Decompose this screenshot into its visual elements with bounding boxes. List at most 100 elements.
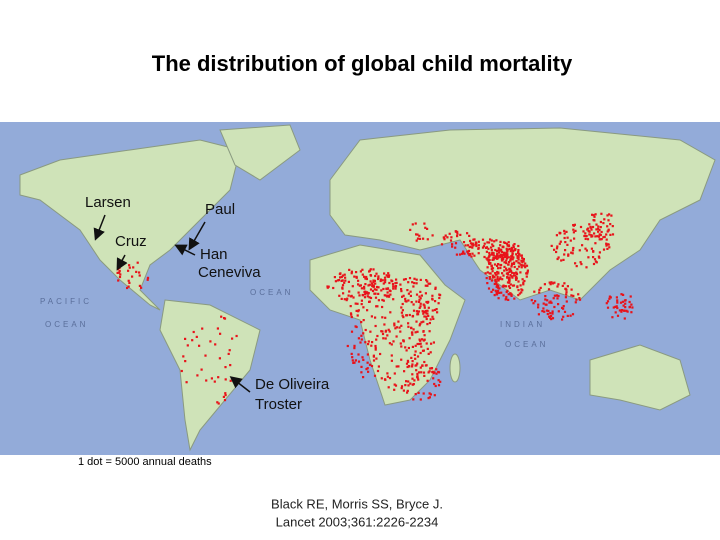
dot — [407, 292, 410, 295]
dot — [379, 352, 382, 356]
dot — [608, 295, 611, 298]
dot — [598, 233, 601, 236]
dot — [559, 240, 562, 243]
dot — [180, 369, 183, 373]
dot — [196, 374, 199, 377]
dot — [500, 250, 504, 254]
dot — [522, 281, 525, 284]
dot — [506, 256, 509, 259]
dot — [339, 276, 342, 279]
dot — [508, 247, 511, 251]
dot — [433, 308, 437, 312]
dot — [416, 362, 419, 365]
dot — [497, 272, 500, 275]
dot — [350, 330, 354, 333]
dot — [400, 311, 403, 314]
dot — [411, 281, 414, 284]
dot — [515, 253, 518, 256]
dot — [545, 309, 549, 312]
dot — [416, 375, 419, 378]
dot — [473, 254, 476, 257]
dot — [213, 380, 216, 383]
dot — [611, 316, 614, 319]
dot — [563, 236, 566, 240]
dot — [467, 252, 470, 255]
dot — [384, 330, 387, 333]
dot — [579, 225, 583, 229]
dot — [404, 278, 407, 281]
dot — [410, 327, 413, 330]
dot — [425, 317, 428, 321]
dot — [372, 355, 375, 358]
dot — [404, 297, 407, 300]
dot — [462, 251, 465, 255]
dot — [630, 303, 633, 306]
dot — [499, 244, 502, 247]
dot — [588, 223, 591, 226]
dot — [407, 365, 410, 368]
dot — [366, 353, 369, 356]
dot — [425, 312, 428, 315]
dot — [222, 395, 225, 398]
dot — [363, 296, 367, 299]
dot — [501, 253, 504, 256]
dot — [392, 340, 395, 343]
dot — [594, 235, 597, 238]
dot — [346, 344, 349, 348]
dot — [415, 300, 418, 303]
dot — [210, 377, 213, 380]
dot — [326, 286, 329, 289]
dot — [398, 326, 401, 329]
dot — [428, 396, 431, 399]
dot — [424, 311, 427, 314]
dot — [411, 345, 414, 348]
dot — [495, 282, 498, 285]
dot — [551, 317, 555, 320]
dot — [608, 213, 611, 216]
dot — [136, 261, 139, 264]
dot — [616, 314, 620, 317]
dot — [360, 334, 363, 337]
dot — [431, 234, 434, 237]
dot — [584, 247, 587, 250]
dot — [367, 284, 370, 287]
dot — [407, 380, 410, 383]
dot — [377, 286, 380, 289]
dot — [488, 259, 491, 262]
dot — [605, 233, 608, 236]
dot — [348, 290, 351, 293]
dot — [575, 298, 578, 301]
dot — [393, 324, 396, 327]
dot — [608, 246, 611, 249]
dot — [420, 321, 423, 324]
dot — [623, 299, 627, 302]
dot — [507, 298, 510, 301]
dot — [363, 275, 366, 278]
dot — [572, 231, 575, 234]
dot — [364, 292, 367, 295]
dot — [401, 302, 404, 306]
dot — [507, 293, 510, 296]
dot — [508, 261, 511, 264]
dot — [401, 295, 404, 298]
dot — [394, 285, 398, 288]
dot — [386, 291, 389, 294]
dot — [610, 214, 613, 217]
dot — [590, 228, 593, 231]
dot — [451, 243, 454, 246]
dot — [431, 370, 434, 373]
dot — [360, 365, 363, 368]
ocean-label: OCEAN — [45, 320, 88, 329]
dot — [567, 254, 570, 257]
dot — [432, 372, 435, 375]
dot — [418, 234, 421, 237]
dot — [488, 275, 491, 279]
dot — [513, 261, 516, 264]
dot — [347, 280, 350, 283]
dot — [491, 274, 494, 277]
dot — [488, 277, 491, 280]
dot — [522, 264, 525, 267]
dot — [229, 364, 232, 367]
dot — [609, 223, 612, 226]
